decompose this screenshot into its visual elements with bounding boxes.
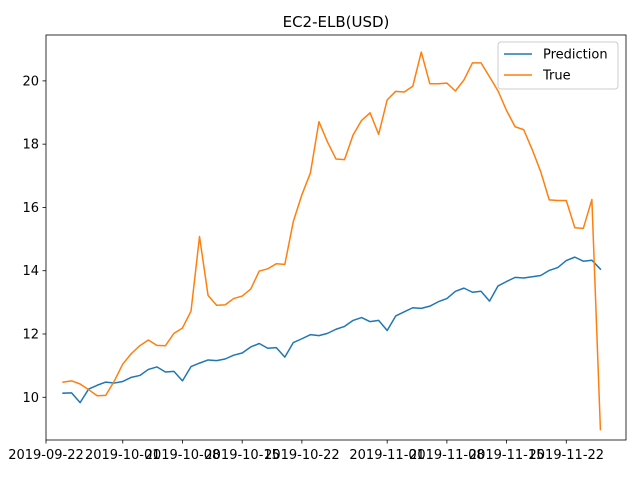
- series-line-true: [62, 51, 602, 431]
- x-tick-label: 2019-10-15: [204, 448, 280, 463]
- x-tick-label: 2019-11-22: [529, 448, 605, 463]
- x-tick-label: 2019-11-15: [469, 448, 545, 463]
- chart-title: EC2-ELB(USD): [283, 13, 390, 31]
- y-tick-label: 10: [22, 391, 39, 406]
- series-line-prediction: [62, 256, 602, 404]
- y-tick-label: 12: [22, 328, 39, 343]
- x-tick-label: 2019-09-22: [8, 448, 84, 463]
- x-tick-label: 2019-10-08: [145, 448, 221, 463]
- y-tick-label: 18: [22, 138, 39, 153]
- legend: Prediction True: [497, 41, 619, 90]
- y-tick-label: 14: [22, 264, 39, 279]
- plot-frame: [45, 34, 627, 441]
- y-tick-label: 16: [22, 201, 39, 216]
- x-tick-label: 2019-10-01: [85, 448, 161, 463]
- x-tick-label: 2019-11-01: [349, 448, 425, 463]
- series-layer: [62, 51, 602, 431]
- x-tick-label: 2019-11-08: [409, 448, 485, 463]
- legend-label-true: True: [542, 69, 571, 84]
- x-tick-label: 2019-10-22: [264, 448, 340, 463]
- legend-label-prediction: Prediction: [543, 48, 608, 63]
- y-tick-label: 20: [22, 74, 39, 89]
